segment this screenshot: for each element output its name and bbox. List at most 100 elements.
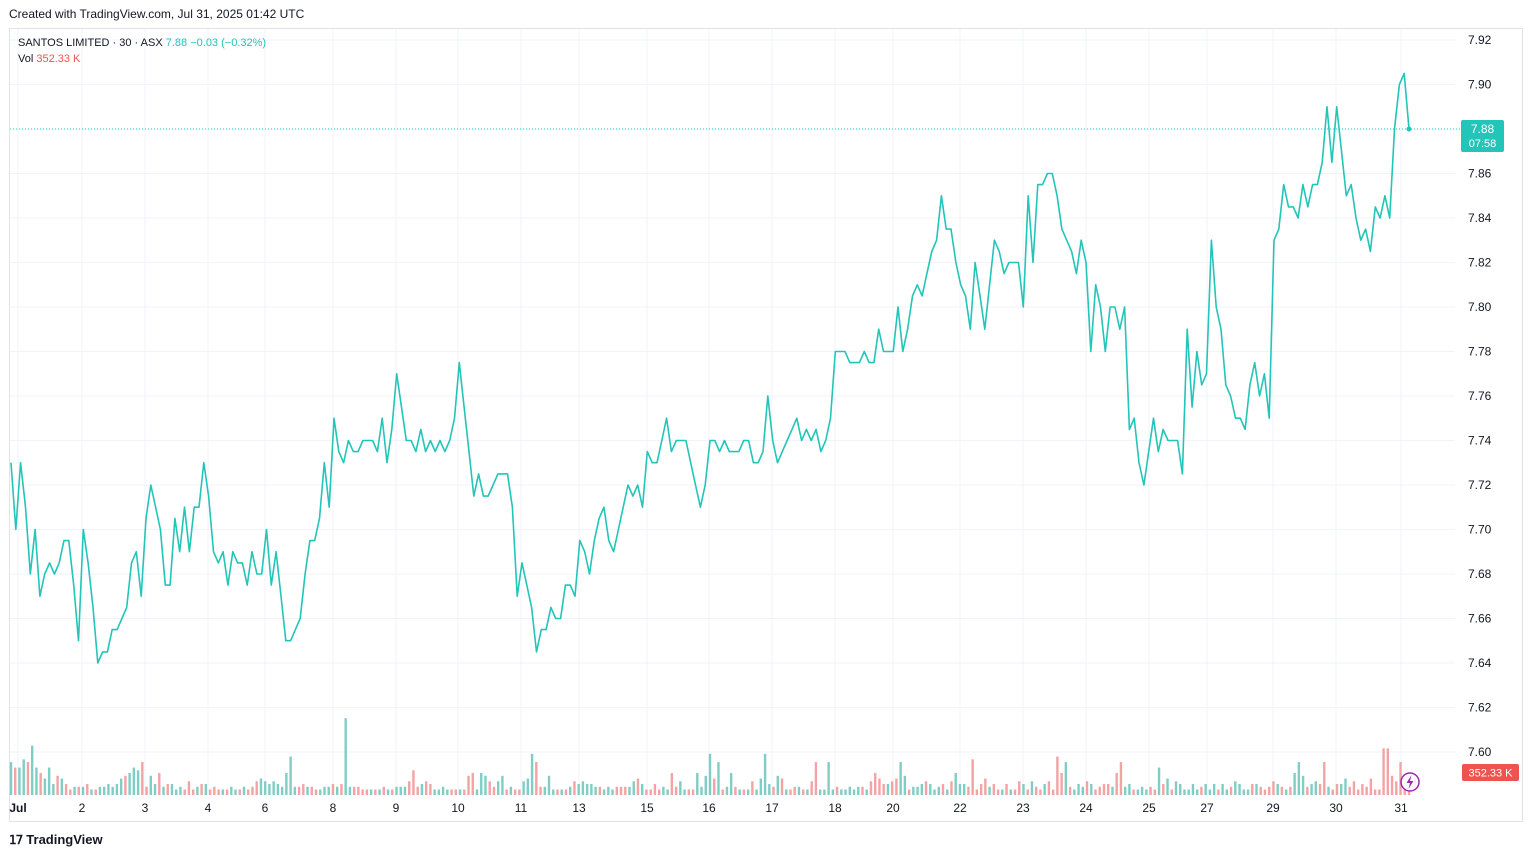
volume-bar — [899, 762, 902, 795]
price-badge-value: 7.88 — [1471, 122, 1495, 136]
tradingview-branding[interactable]: 𝟣𝟩 TradingView — [9, 832, 103, 847]
y-tick-label: 7.62 — [1468, 701, 1492, 715]
legend-symbol-row[interactable]: SANTOS LIMITED · 30 · ASX 7.88 −0.03 (−0… — [18, 35, 266, 51]
y-tick-label: 7.68 — [1468, 567, 1492, 581]
volume-bar — [772, 786, 775, 795]
volume-bar — [1395, 781, 1398, 795]
y-tick-label: 7.84 — [1468, 211, 1492, 225]
lightning-icon[interactable] — [1400, 772, 1420, 792]
volume-bar — [1365, 786, 1368, 795]
volume-bar — [585, 784, 589, 795]
x-tick-label: 9 — [393, 801, 400, 815]
y-tick-label: 7.66 — [1468, 612, 1492, 626]
volume-bar — [179, 786, 182, 795]
volume-bar — [149, 775, 152, 795]
volume-bar — [115, 784, 119, 795]
volume-bar — [331, 784, 335, 795]
volume-bar — [1013, 789, 1017, 795]
volume-bar — [119, 778, 123, 795]
brand-name: TradingView — [26, 832, 103, 847]
last-price: 7.88 — [165, 37, 188, 49]
volume-bar — [107, 784, 110, 795]
volume-bar — [128, 773, 131, 795]
volume-bar — [1361, 784, 1364, 795]
volume-bar — [874, 773, 877, 795]
x-tick-label: 10 — [451, 801, 465, 815]
volume-bar — [1064, 762, 1068, 795]
volume-bar — [543, 786, 546, 795]
volume-bar — [471, 773, 474, 795]
volume-bar — [1051, 789, 1055, 795]
volume-bar — [141, 762, 144, 795]
y-tick-label: 7.90 — [1468, 78, 1492, 92]
volume-bar — [319, 789, 322, 795]
volume-bar — [247, 789, 250, 795]
x-tick-label: 23 — [1016, 801, 1030, 815]
chart-legend: SANTOS LIMITED · 30 · ASX 7.88 −0.03 (−0… — [18, 35, 266, 67]
volume-bar — [1352, 781, 1356, 795]
export-caption: Created with TradingView.com, Jul 31, 20… — [9, 7, 305, 21]
volume-bar — [1090, 784, 1093, 795]
volume-bar — [1212, 784, 1216, 795]
volume-bar — [670, 773, 674, 795]
volume-bar — [823, 789, 826, 795]
x-tick-label: 3 — [142, 801, 149, 815]
volume-bar — [954, 773, 957, 795]
y-tick-label: 7.70 — [1468, 523, 1492, 537]
volume-bar — [64, 784, 68, 795]
volume-bar — [496, 781, 500, 795]
volume-bar — [1297, 762, 1301, 795]
volume-bar — [882, 784, 885, 795]
y-tick-label: 7.78 — [1468, 345, 1492, 359]
volume-bar — [780, 778, 784, 795]
x-tick-label: 31 — [1394, 801, 1408, 815]
volume-bar — [657, 789, 661, 795]
volume-bar — [297, 786, 301, 795]
volume-bar — [357, 786, 360, 795]
volume-bar — [458, 789, 462, 795]
volume-bar — [175, 789, 178, 795]
volume-bar — [399, 786, 402, 795]
volume-bar — [564, 789, 568, 795]
volume-bar — [1128, 784, 1131, 795]
volume-bar — [607, 786, 610, 795]
volume-bar — [967, 786, 970, 795]
volume-bar — [1373, 789, 1377, 795]
volume-bar — [653, 784, 657, 795]
volume-bar — [43, 778, 47, 795]
volume-bar — [1331, 789, 1334, 795]
legend-volume-row[interactable]: Vol 352.33 K — [18, 51, 266, 67]
volume-bar — [1204, 784, 1207, 795]
volume-bar — [35, 767, 38, 795]
volume-bar — [433, 789, 436, 795]
volume-bar — [395, 786, 398, 795]
volume-bar — [22, 759, 25, 795]
volume-bar — [1268, 786, 1271, 795]
volume-bar — [1111, 786, 1114, 795]
x-axis: Jul 2 3 4 6 8 9 10 11 13 15 16 17 18 20 22 23 24 25 27 29 30 3… — [9, 801, 1408, 815]
volume-bar — [679, 781, 682, 795]
volume-bar — [729, 773, 733, 795]
volume-bar — [1030, 781, 1034, 795]
volume-bar — [1056, 756, 1059, 795]
volume-bar — [628, 786, 631, 795]
x-tick-label: 2 — [79, 801, 86, 815]
volume-bar — [488, 781, 491, 795]
volume-bar — [9, 762, 13, 795]
volume-bar — [835, 786, 839, 795]
volume-bar — [890, 781, 894, 795]
volume-bar — [204, 784, 208, 795]
chart-frame[interactable] — [9, 28, 1523, 822]
volume-bar — [170, 784, 174, 795]
volume-bar — [518, 789, 521, 795]
volume-bar — [526, 778, 530, 795]
volume-bar — [996, 789, 1000, 795]
volume-bar — [441, 786, 445, 795]
volume-bar — [1166, 778, 1169, 795]
volume-bar — [556, 789, 559, 795]
volume-bar — [1119, 762, 1123, 795]
volume-bar — [797, 786, 801, 795]
volume-bar — [1098, 786, 1101, 795]
x-tick-label: 20 — [886, 801, 900, 815]
